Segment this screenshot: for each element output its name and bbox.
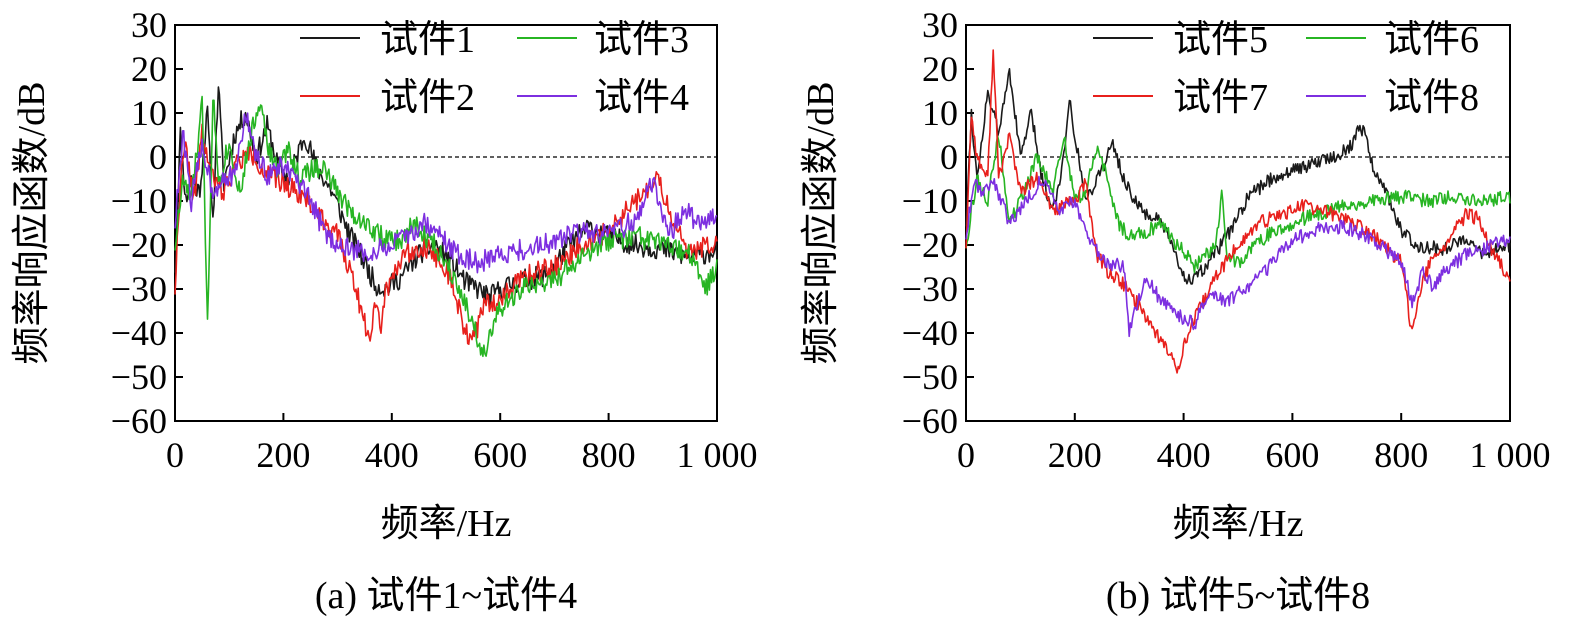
panel-a-ytick-label-7: −40 (111, 313, 167, 353)
panel-a-ytick-label-9: −60 (111, 401, 167, 441)
legend-b-label-7: 试件7 (1173, 77, 1268, 119)
panel-a-ytick-label-2: 10 (131, 93, 167, 133)
panel-a-ytick-label-6: −30 (111, 269, 167, 309)
panel-b-ytick-label-0: 30 (922, 5, 958, 45)
panel-b-ytick-label-6: −30 (902, 269, 958, 309)
legend-a-label-3: 试件3 (594, 19, 689, 61)
panel-b-series-2 (965, 135, 1511, 274)
panel-a-ytick-label-0: 30 (131, 5, 167, 45)
panel-b-ytick-label-7: −40 (902, 313, 958, 353)
legend-b-label-5: 试件5 (1173, 19, 1268, 61)
panel-a-ytick-label-5: −20 (111, 225, 167, 265)
panel-a-xtick-label-4: 800 (582, 435, 636, 475)
panel-b-ytick-label-9: −60 (902, 401, 958, 441)
panel-a-ytick-label-4: −10 (111, 181, 167, 221)
panel-b-xlabel: 频率/Hz (1173, 503, 1304, 545)
panel-a-xtick-label-1: 200 (256, 435, 310, 475)
panel-a-series-4 (174, 112, 718, 274)
legend-a-label-1: 试件1 (380, 19, 475, 61)
panel-a-xlabel: 频率/Hz (381, 503, 512, 545)
panel-b-legend: 试件5 试件6 试件7 试件8 (1093, 19, 1479, 119)
panel-b-ylabel: 频率响应函数/dB (800, 82, 842, 365)
panel-b-ytick-label-4: −10 (902, 181, 958, 221)
legend-a-label-4: 试件4 (594, 77, 689, 119)
panel-b-ytick-label-5: −20 (902, 225, 958, 265)
panel-a-ytick-label-3: 0 (149, 137, 167, 177)
panel-b-xtick-label-3: 600 (1265, 435, 1319, 475)
panel-a-ytick-label-8: −50 (111, 357, 167, 397)
panel-b-xtick-label-4: 800 (1374, 435, 1428, 475)
panel-a-series (174, 86, 718, 358)
panel-a-xtick-label-3: 600 (473, 435, 527, 475)
panel-b-ytick-label-3: 0 (940, 137, 958, 177)
panel-a-xtick-label-2: 400 (365, 435, 419, 475)
legend-b-label-8: 试件8 (1384, 77, 1479, 119)
panel-a-legend: 试件1 试件3 试件2 试件4 (300, 19, 689, 119)
panel-b-caption: (b) 试件5~试件8 (1106, 575, 1370, 617)
panel-a-ytick-label-1: 20 (131, 49, 167, 89)
panel-b-series (965, 49, 1511, 374)
panel-b-xtick-label-5: 1 000 (1470, 435, 1551, 475)
panel-a-series-3 (174, 95, 718, 358)
panel-b-ytick-label-8: −50 (902, 357, 958, 397)
panel-b-xtick-label-1: 200 (1048, 435, 1102, 475)
panel-a-xtick-label-5: 1 000 (677, 435, 758, 475)
panel-b-xtick-label-0: 0 (957, 435, 975, 475)
panel-b-ytick-label-2: 10 (922, 93, 958, 133)
legend-b-label-6: 试件6 (1384, 19, 1479, 61)
panel-a-ylabel: 频率响应函数/dB (11, 82, 53, 365)
panel-b-series-4 (965, 175, 1511, 338)
panel-b-series-1 (965, 68, 1511, 285)
legend-a-label-2: 试件2 (380, 77, 475, 119)
panel-b-xtick-label-2: 400 (1157, 435, 1211, 475)
panel-b-ytick-label-1: 20 (922, 49, 958, 89)
panel-a-xtick-label-0: 0 (166, 435, 184, 475)
panel-a-caption: (a) 试件1~试件4 (315, 575, 577, 617)
